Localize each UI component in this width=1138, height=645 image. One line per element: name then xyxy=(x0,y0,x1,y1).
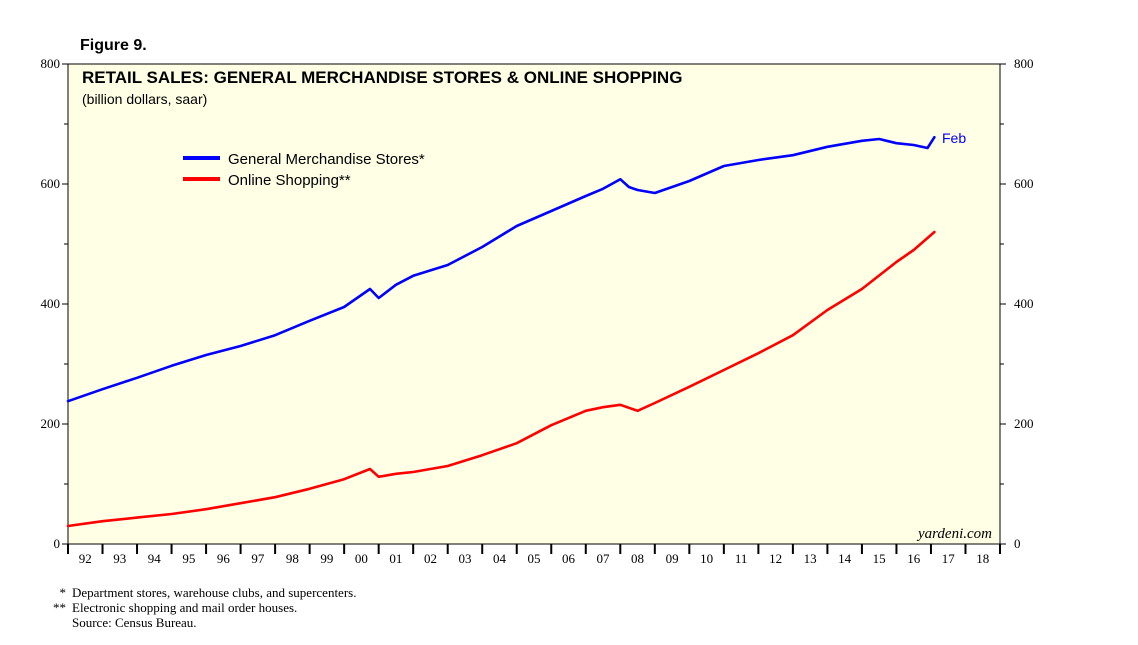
legend-label-online-shopping: Online Shopping** xyxy=(228,172,351,189)
y-tick-label-left: 600 xyxy=(41,176,61,191)
x-tick-label: 08 xyxy=(631,551,644,566)
x-tick-label: 04 xyxy=(493,551,507,566)
x-tick-label: 96 xyxy=(217,551,231,566)
footnote-source: Source: Census Bureau. xyxy=(72,615,197,630)
plot-area xyxy=(67,63,1001,545)
chart-subtitle: (billion dollars, saar) xyxy=(82,91,207,107)
y-tick-label-left: 200 xyxy=(41,416,61,431)
legend-label-general-merchandise: General Merchandise Stores* xyxy=(228,151,425,168)
x-tick-label: 02 xyxy=(424,551,437,566)
series-line-online-shopping xyxy=(66,230,936,528)
series-line-general-merchandise xyxy=(66,135,936,403)
y-tick-label-right: 600 xyxy=(1014,176,1034,191)
x-tick-label: 97 xyxy=(251,551,265,566)
x-tick-label: 17 xyxy=(942,551,956,566)
watermark: yardeni.com xyxy=(916,526,992,542)
x-axis: 92 93 94 95 96 97 98 99 00 01 02 03 04 05 06 07 08 09 10 11… xyxy=(67,544,1001,566)
x-tick-label: 95 xyxy=(182,551,195,566)
end-label-feb: Feb xyxy=(942,130,966,146)
y-tick-label-left: 0 xyxy=(54,536,61,551)
y-tick-label-left: 800 xyxy=(41,56,61,71)
x-tick-label: 01 xyxy=(389,551,402,566)
x-tick-label: 98 xyxy=(286,551,299,566)
x-tick-label: 09 xyxy=(666,551,679,566)
footnotes: * Department stores, warehouse clubs, and… xyxy=(48,585,356,630)
x-tick-label: 10 xyxy=(700,551,713,566)
x-tick-label: 14 xyxy=(838,551,852,566)
figure-label: Figure 9. xyxy=(80,37,147,54)
x-tick-label: 07 xyxy=(597,551,611,566)
x-tick-label: 03 xyxy=(458,551,471,566)
y-tick-label-right: 200 xyxy=(1014,416,1034,431)
x-tick-label: 05 xyxy=(528,551,541,566)
x-tick-label: 99 xyxy=(320,551,333,566)
y-tick-label-left: 400 xyxy=(41,296,61,311)
x-tick-label: 11 xyxy=(735,551,748,566)
y-tick-label-right: 800 xyxy=(1014,56,1034,71)
legend: General Merchandise Stores* Online Shopp… xyxy=(183,151,425,189)
series-lines xyxy=(66,135,936,528)
footnote-1: * Department stores, warehouse clubs, and… xyxy=(59,585,357,600)
chart-title: RETAIL SALES: GENERAL MERCHANDISE STORES… xyxy=(82,68,682,87)
footnote-2: ** Electronic shopping and mail order hou… xyxy=(53,600,298,615)
y-tick-label-right: 0 xyxy=(1014,536,1021,551)
x-tick-label: 12 xyxy=(769,551,782,566)
x-tick-label: 18 xyxy=(976,551,989,566)
x-tick-label: 94 xyxy=(148,551,162,566)
x-tick-label: 15 xyxy=(873,551,886,566)
x-tick-label: 13 xyxy=(804,551,817,566)
x-tick-label: 16 xyxy=(907,551,921,566)
y-tick-label-right: 400 xyxy=(1014,296,1034,311)
x-tick-label: 00 xyxy=(355,551,368,566)
y-axes: 0 0 200 200 400 400 600 600 800 800 xyxy=(41,56,1034,551)
x-tick-label: 93 xyxy=(113,551,126,566)
chart: Figure 9. RETAIL SALES: GENERAL MERCHAND… xyxy=(41,37,1034,566)
x-tick-label: 06 xyxy=(562,551,576,566)
x-tick-label: 92 xyxy=(79,551,92,566)
